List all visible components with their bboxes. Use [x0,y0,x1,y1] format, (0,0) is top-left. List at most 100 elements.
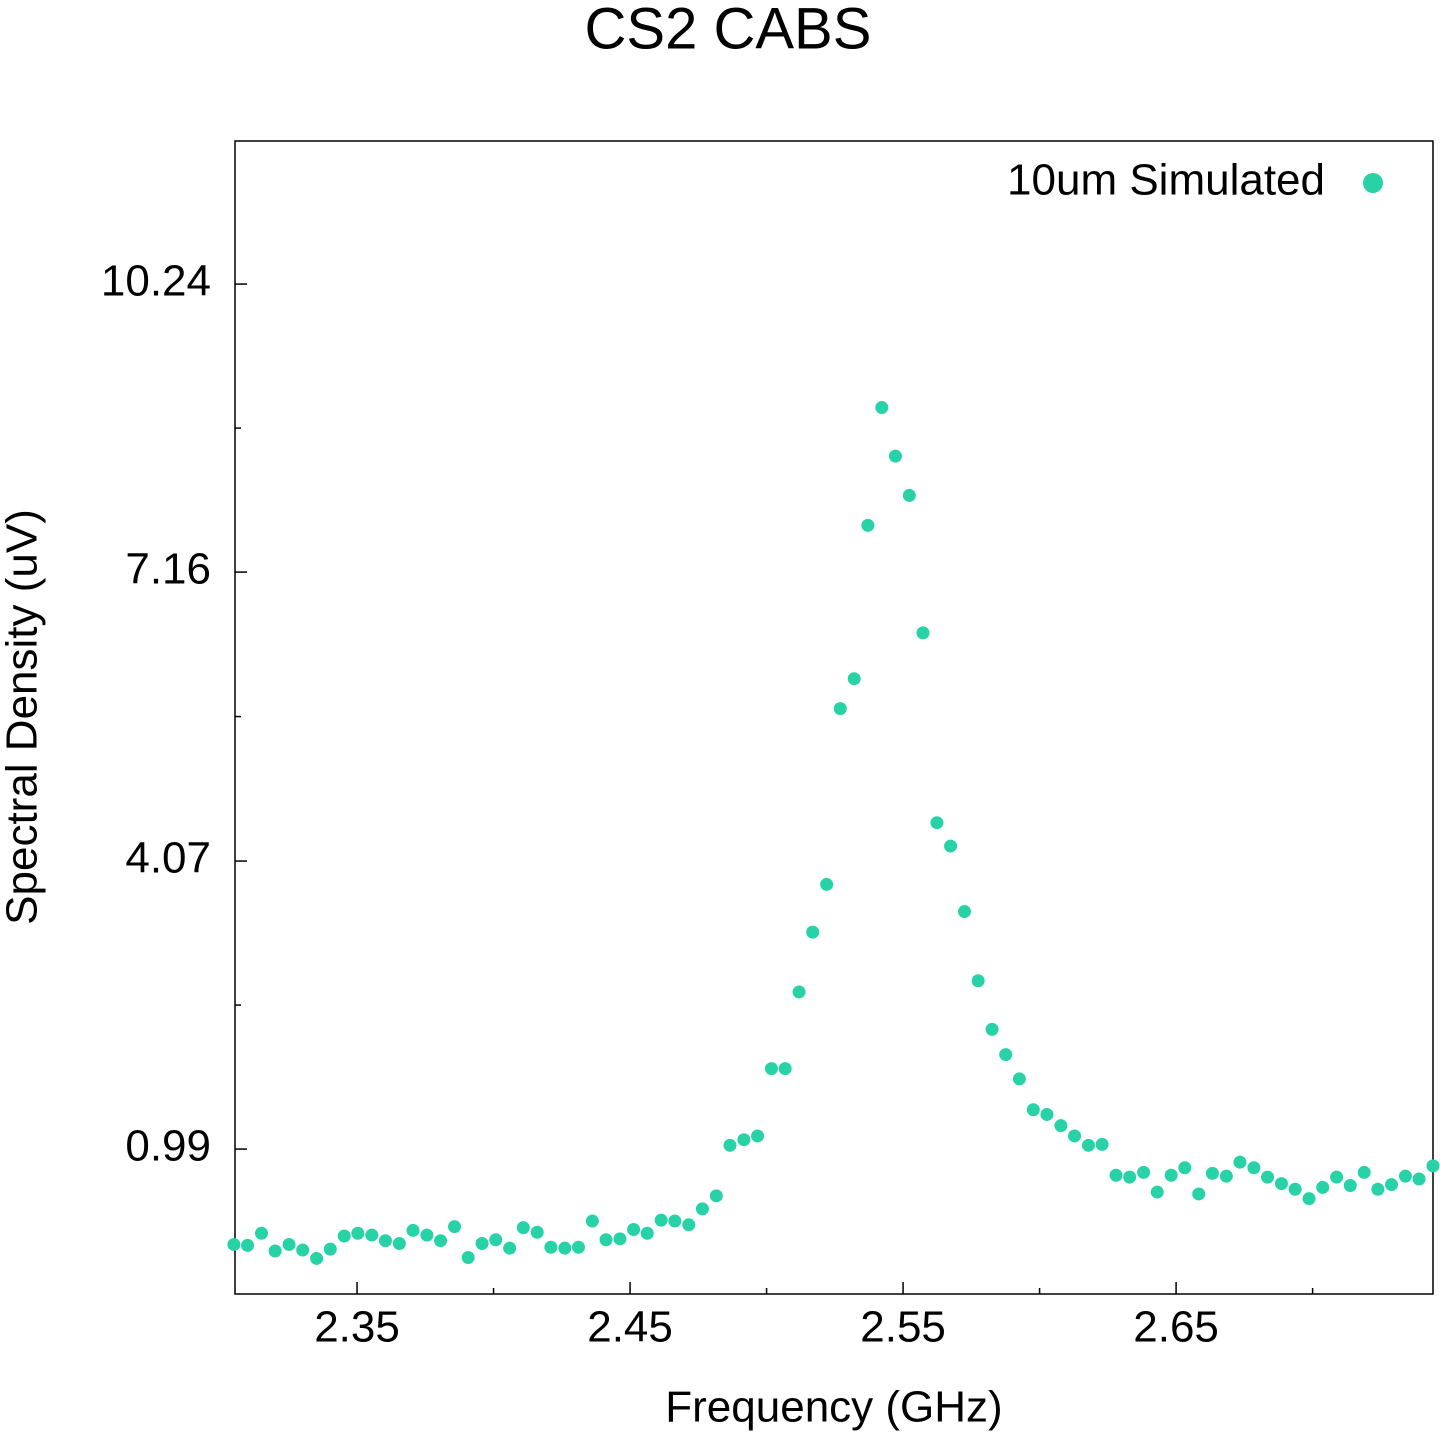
scatter-point [847,672,861,686]
scatter-point [1205,1166,1219,1180]
scatter-point [1137,1165,1151,1179]
scatter-point [420,1228,434,1242]
scatter-point [1371,1182,1385,1196]
scatter-point [1330,1170,1344,1184]
scatter-point [640,1226,654,1240]
y-tick-label: 0.99 [125,1122,211,1171]
scatter-point [337,1229,351,1243]
scatter-point [585,1214,599,1228]
scatter-point [392,1237,406,1251]
scatter-point [1288,1182,1302,1196]
scatter-point [668,1214,682,1228]
scatter-point [778,1062,792,1076]
scatter-point [861,518,875,532]
x-tick-label: 2.65 [1133,1303,1219,1352]
scatter-point [792,985,806,999]
scatter-point [1081,1138,1095,1152]
scatter-point [448,1220,462,1234]
scatter-point [1398,1169,1412,1183]
scatter-point [516,1221,530,1235]
scatter-point [254,1226,268,1240]
scatter-point [1040,1107,1054,1121]
x-tick-label: 2.35 [314,1303,400,1352]
scatter-point [1316,1180,1330,1194]
scatter-point [1123,1170,1137,1184]
scatter-point [1192,1187,1206,1201]
y-tick-label: 10.24 [101,257,211,306]
legend-label: 10um Simulated [1007,156,1325,205]
scatter-point [351,1226,365,1240]
scatter-point [985,1022,999,1036]
scatter-point [695,1202,709,1216]
y-tick-label: 7.16 [125,545,211,594]
scatter-point [365,1228,379,1242]
chart-title: CS2 CABS [585,0,872,61]
scatter-point [1247,1161,1261,1175]
scatter-point [1012,1072,1026,1086]
scatter-point [1095,1137,1109,1151]
scatter-point [1026,1103,1040,1117]
scatter-point [1054,1119,1068,1133]
scatter-point [737,1133,751,1147]
scatter-point [709,1189,723,1203]
scatter-point [654,1213,668,1227]
scatter-point [461,1251,475,1265]
x-tick-label: 2.55 [860,1303,946,1352]
scatter-point [820,877,834,891]
scatter-point [558,1241,572,1255]
scatter-point [751,1129,765,1143]
scatter-point [875,401,889,415]
scatter-point [806,925,820,939]
scatter-point [1178,1161,1192,1175]
scatter-point [833,702,847,716]
scatter-point [1261,1170,1275,1184]
scatter-point [544,1240,558,1254]
scatter-point [282,1237,296,1251]
x-tick-label: 2.45 [587,1303,673,1352]
x-axis-label: Frequency (GHz) [665,1383,1002,1432]
scatter-point [902,488,916,502]
plot-frame [234,140,1434,1295]
scatter-point [227,1237,241,1251]
scatter-point [434,1234,448,1248]
y-tick-label: 4.07 [125,834,211,883]
scatter-point [378,1234,392,1248]
scatter-point [958,905,972,919]
scatter-point [268,1244,282,1258]
scatter-point [930,816,944,830]
scatter-point [1219,1169,1233,1183]
scatter-point [1385,1178,1399,1192]
scatter-point [296,1243,310,1257]
scatter-point [723,1138,737,1152]
scatter-point [971,974,985,988]
scatter-point [1412,1172,1426,1186]
scatter-point [1164,1168,1178,1182]
scatter-point [888,449,902,463]
scatter-point [682,1218,696,1232]
scatter-point [571,1240,585,1254]
scatter-point [944,839,958,853]
scatter-point [599,1233,613,1247]
scatter-point [1302,1192,1316,1206]
scatter-point [916,626,930,640]
scatter-point [530,1225,544,1239]
scatter-point [241,1238,255,1252]
scatter-point [1068,1129,1082,1143]
legend-marker [1363,173,1383,193]
scatter-point [764,1062,778,1076]
scatter-point [1357,1165,1371,1179]
scatter-point [999,1048,1013,1062]
scatter-point [613,1232,627,1246]
scatter-point [1274,1177,1288,1191]
scatter-point [1233,1155,1247,1169]
scatter-point [323,1242,337,1256]
scatter-point [1426,1159,1440,1173]
scatter-point [627,1222,641,1236]
scatter-point [310,1251,324,1265]
scatter-point [1150,1185,1164,1199]
scatter-point [475,1237,489,1251]
scatter-point [1343,1179,1357,1193]
scatter-point [1109,1168,1123,1182]
scatter-point [489,1233,503,1247]
